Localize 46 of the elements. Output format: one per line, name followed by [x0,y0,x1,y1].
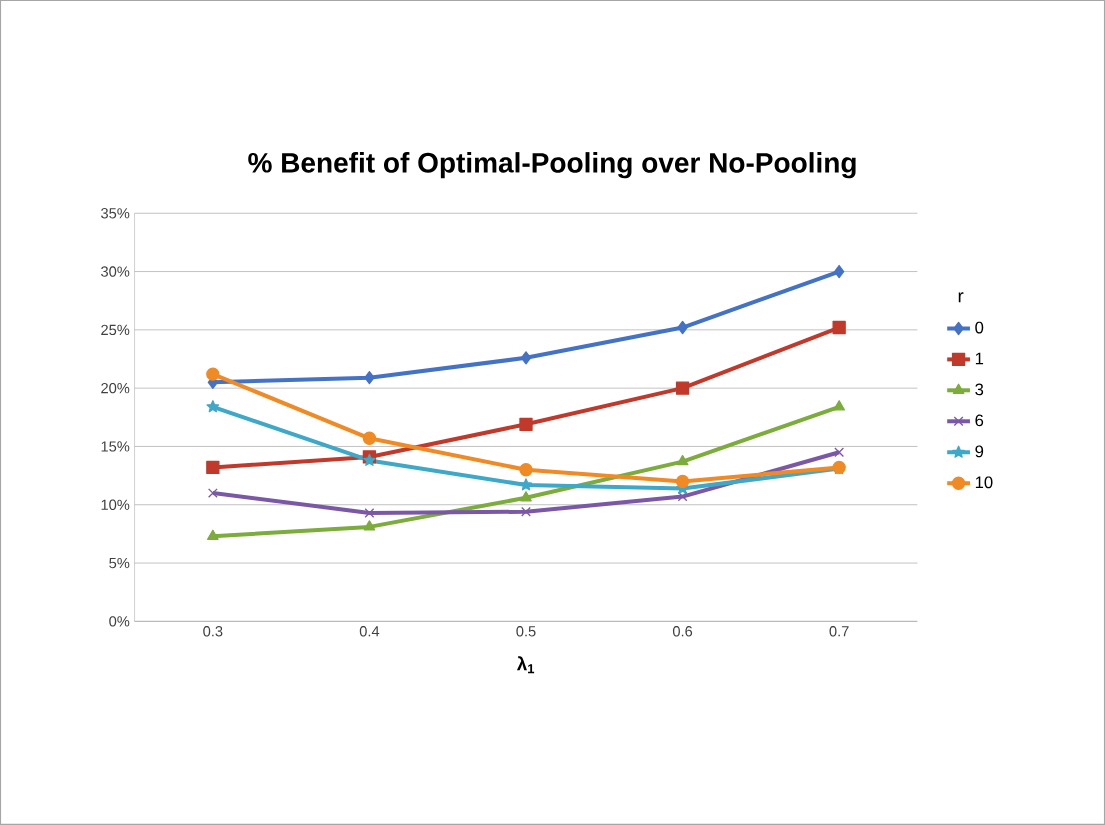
point [834,447,845,458]
legend-label: 10 [975,476,993,489]
x-tick-label: 0.6 [672,626,693,637]
point [206,400,220,413]
point [676,454,689,466]
legend-label: 9 [975,445,984,458]
point [677,320,688,335]
point [521,506,531,517]
y-tick-label: 30% [101,266,130,277]
x-tick-label: 0.7 [829,626,849,637]
point [206,367,220,381]
y-tick-label: 5% [109,557,130,569]
y-tick-label: 15% [101,441,130,452]
y-tick-label: 35% [101,208,130,219]
legend-label: 1 [975,352,984,365]
point [206,460,220,475]
point [677,491,688,502]
point [519,478,533,491]
point [675,474,690,489]
point [363,520,376,531]
point [833,400,846,411]
point [520,491,532,502]
point [519,463,533,477]
x-tick-label: 0.5 [516,626,536,637]
point [207,488,218,499]
legend-label: 6 [975,414,984,427]
point [675,381,690,395]
point [364,508,375,518]
y-tick-label: 25% [101,324,130,336]
x-tick-label: 0.4 [359,626,380,637]
point [362,431,377,445]
point [364,371,375,385]
x-axis-title: λ$_{1}$ [516,656,535,674]
point [519,417,533,431]
chart-title: % Benefit of Optimal-Pooling over No-Pooling [248,152,856,179]
y-tick-label: 10% [101,499,130,510]
point [520,351,532,365]
point [833,264,845,279]
y-tick-label: 0% [109,616,130,627]
legend-title: r [958,292,964,303]
point [832,320,846,335]
legend-label: 3 [975,383,984,396]
point [206,529,219,540]
legend-label: 0 [975,321,984,334]
y-tick-label: 20% [101,383,130,394]
x-tick-label: 0.3 [203,626,223,637]
